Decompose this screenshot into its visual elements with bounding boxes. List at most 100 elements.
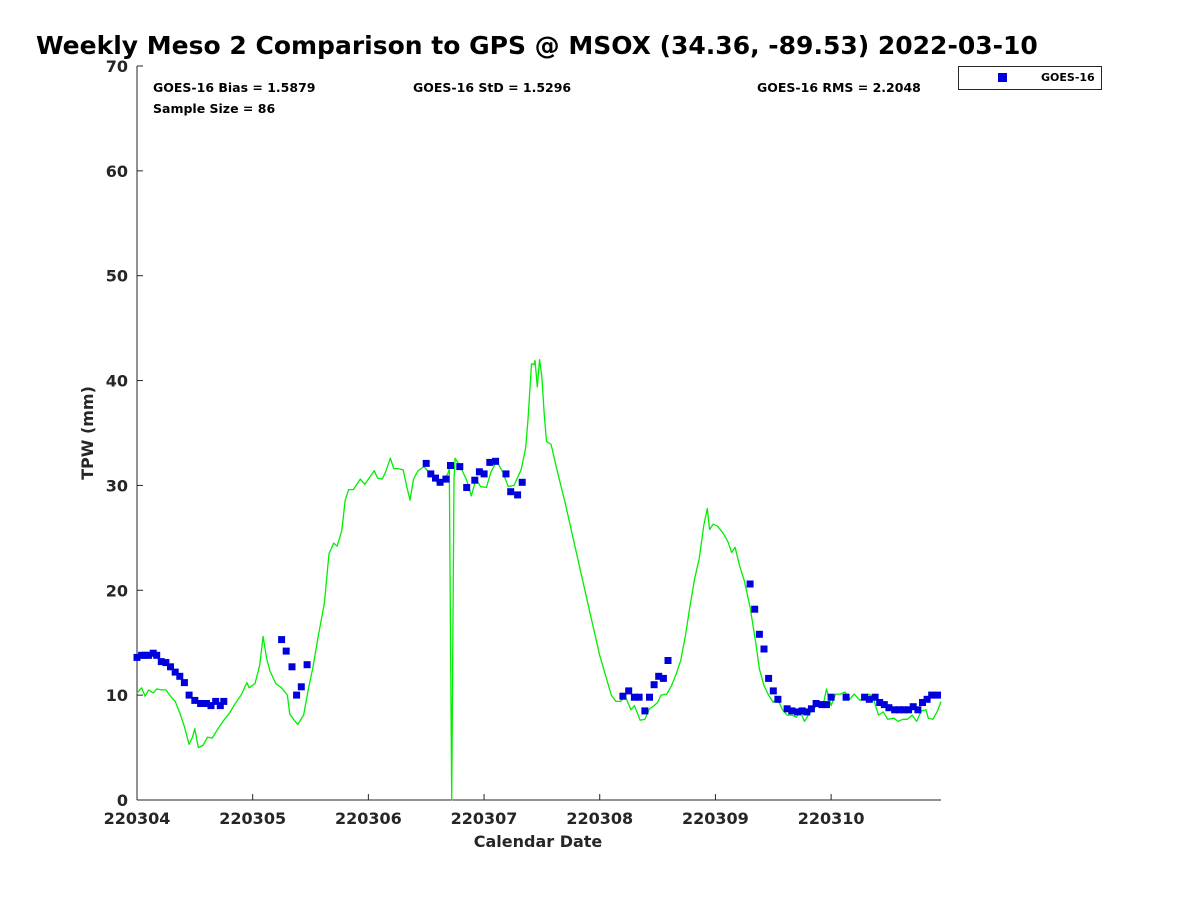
goes16-data-point xyxy=(788,707,796,715)
goes16-data-point xyxy=(176,672,184,680)
goes16-data-point xyxy=(507,488,515,496)
goes16-data-point xyxy=(518,478,526,486)
legend: GOES-16 xyxy=(958,66,1102,90)
x-axis-ticks: 220304 220305 220306 220307 220308 220309 2203… xyxy=(104,794,865,828)
goes16-data-point xyxy=(133,653,141,661)
goes16-data-point xyxy=(288,663,296,671)
goes16-data-point xyxy=(625,687,633,695)
goes16-data-point xyxy=(220,697,228,705)
goes16-data-point xyxy=(212,697,220,705)
goes16-data-point xyxy=(303,661,311,669)
goes16-data-point xyxy=(293,691,301,699)
goes16-data-point xyxy=(765,674,773,682)
goes16-data-point xyxy=(664,657,672,664)
goes16-data-point xyxy=(432,474,439,482)
goes16-data-point xyxy=(145,651,153,659)
goes16-data-point xyxy=(180,679,188,687)
goes16-data-point xyxy=(923,695,931,703)
goes16-data-point xyxy=(842,693,850,701)
goes16-data-point xyxy=(167,663,174,671)
legend-marker xyxy=(998,73,1007,82)
goes16-data-point xyxy=(827,693,835,701)
y-tick-label: 0 xyxy=(117,791,128,810)
goes16-data-point xyxy=(794,708,802,716)
goes16-data-point xyxy=(486,458,494,466)
x-tick-label: 220310 xyxy=(798,809,865,828)
goes16-data-point xyxy=(471,476,479,484)
goes16-data-point xyxy=(876,699,884,706)
sample-size-annotation: Sample Size = 86 xyxy=(153,101,275,116)
goes16-data-point xyxy=(202,700,210,707)
goes16-data-point xyxy=(655,672,663,680)
y-axis-label: TPW (mm) xyxy=(78,386,97,480)
x-axis-label: Calendar Date xyxy=(474,832,603,851)
goes16-data-point xyxy=(463,484,471,491)
goes16-data-point xyxy=(442,475,450,483)
goes16-data-point xyxy=(171,668,179,676)
goes16-data-point xyxy=(934,691,941,699)
goes16-data-point xyxy=(823,701,830,709)
goes16-data-point xyxy=(191,696,199,704)
goes16-data-point xyxy=(197,700,205,707)
goes16-data-point xyxy=(297,683,305,691)
goes16-scatter-series xyxy=(133,457,941,716)
goes16-data-point xyxy=(422,459,430,467)
x-tick-label: 220304 xyxy=(104,809,171,828)
goes16-data-point xyxy=(891,706,899,714)
goes16-data-point xyxy=(798,707,806,715)
goes16-data-point xyxy=(630,693,638,701)
y-tick-label: 50 xyxy=(106,267,128,286)
goes16-data-point xyxy=(812,700,820,707)
goes16-data-point xyxy=(774,695,782,703)
goes16-data-point xyxy=(746,580,754,588)
goes16-data-point xyxy=(807,705,815,713)
goes16-data-point xyxy=(475,468,483,476)
goes16-data-point xyxy=(492,457,500,465)
goes16-data-point xyxy=(861,693,869,701)
goes16-data-point xyxy=(900,706,908,714)
goes16-data-point xyxy=(818,701,826,709)
goes16-data-point xyxy=(659,674,667,682)
goes16-data-point xyxy=(783,705,791,713)
goes16-data-point xyxy=(162,659,170,667)
goes16-data-point xyxy=(885,704,893,712)
goes16-data-point xyxy=(919,699,926,706)
goes16-data-point xyxy=(502,470,510,478)
x-tick-label: 220309 xyxy=(682,809,749,828)
x-tick-label: 220307 xyxy=(451,809,518,828)
goes16-data-point xyxy=(803,708,811,716)
goes16-data-point xyxy=(456,463,464,471)
goes16-data-point xyxy=(207,702,215,710)
goes16-data-point xyxy=(905,706,913,714)
goes16-data-point xyxy=(436,478,444,486)
goes16-data-point xyxy=(278,636,286,644)
goes16-data-point xyxy=(895,706,903,714)
y-tick-label: 20 xyxy=(106,581,128,600)
goes16-data-point xyxy=(865,695,873,703)
goes16-data-point xyxy=(282,647,290,655)
goes16-data-point xyxy=(646,693,653,701)
stats-annotations: GOES-16 Bias = 1.5879 GOES-16 StD = 1.52… xyxy=(153,80,921,116)
goes16-data-point xyxy=(447,462,454,469)
goes16-data-point xyxy=(427,470,435,478)
goes16-data-point xyxy=(635,693,643,701)
chart-title: Weekly Meso 2 Comparison to GPS @ MSOX (… xyxy=(36,31,1038,60)
goes16-data-point xyxy=(914,706,922,714)
goes16-data-point xyxy=(619,692,627,700)
goes16-data-point xyxy=(760,645,768,653)
bias-annotation: GOES-16 Bias = 1.5879 xyxy=(153,80,315,95)
goes16-data-point xyxy=(650,681,658,689)
goes16-data-point xyxy=(871,693,879,701)
y-tick-label: 70 xyxy=(106,57,128,76)
goes16-data-point xyxy=(480,470,488,478)
goes16-data-point xyxy=(216,702,224,710)
y-tick-label: 40 xyxy=(106,372,128,391)
y-tick-label: 10 xyxy=(106,686,128,705)
y-tick-label: 30 xyxy=(106,476,128,495)
goes16-data-point xyxy=(755,630,763,638)
x-tick-label: 220306 xyxy=(335,809,402,828)
goes16-data-point xyxy=(641,707,649,715)
goes16-data-point xyxy=(769,687,777,695)
